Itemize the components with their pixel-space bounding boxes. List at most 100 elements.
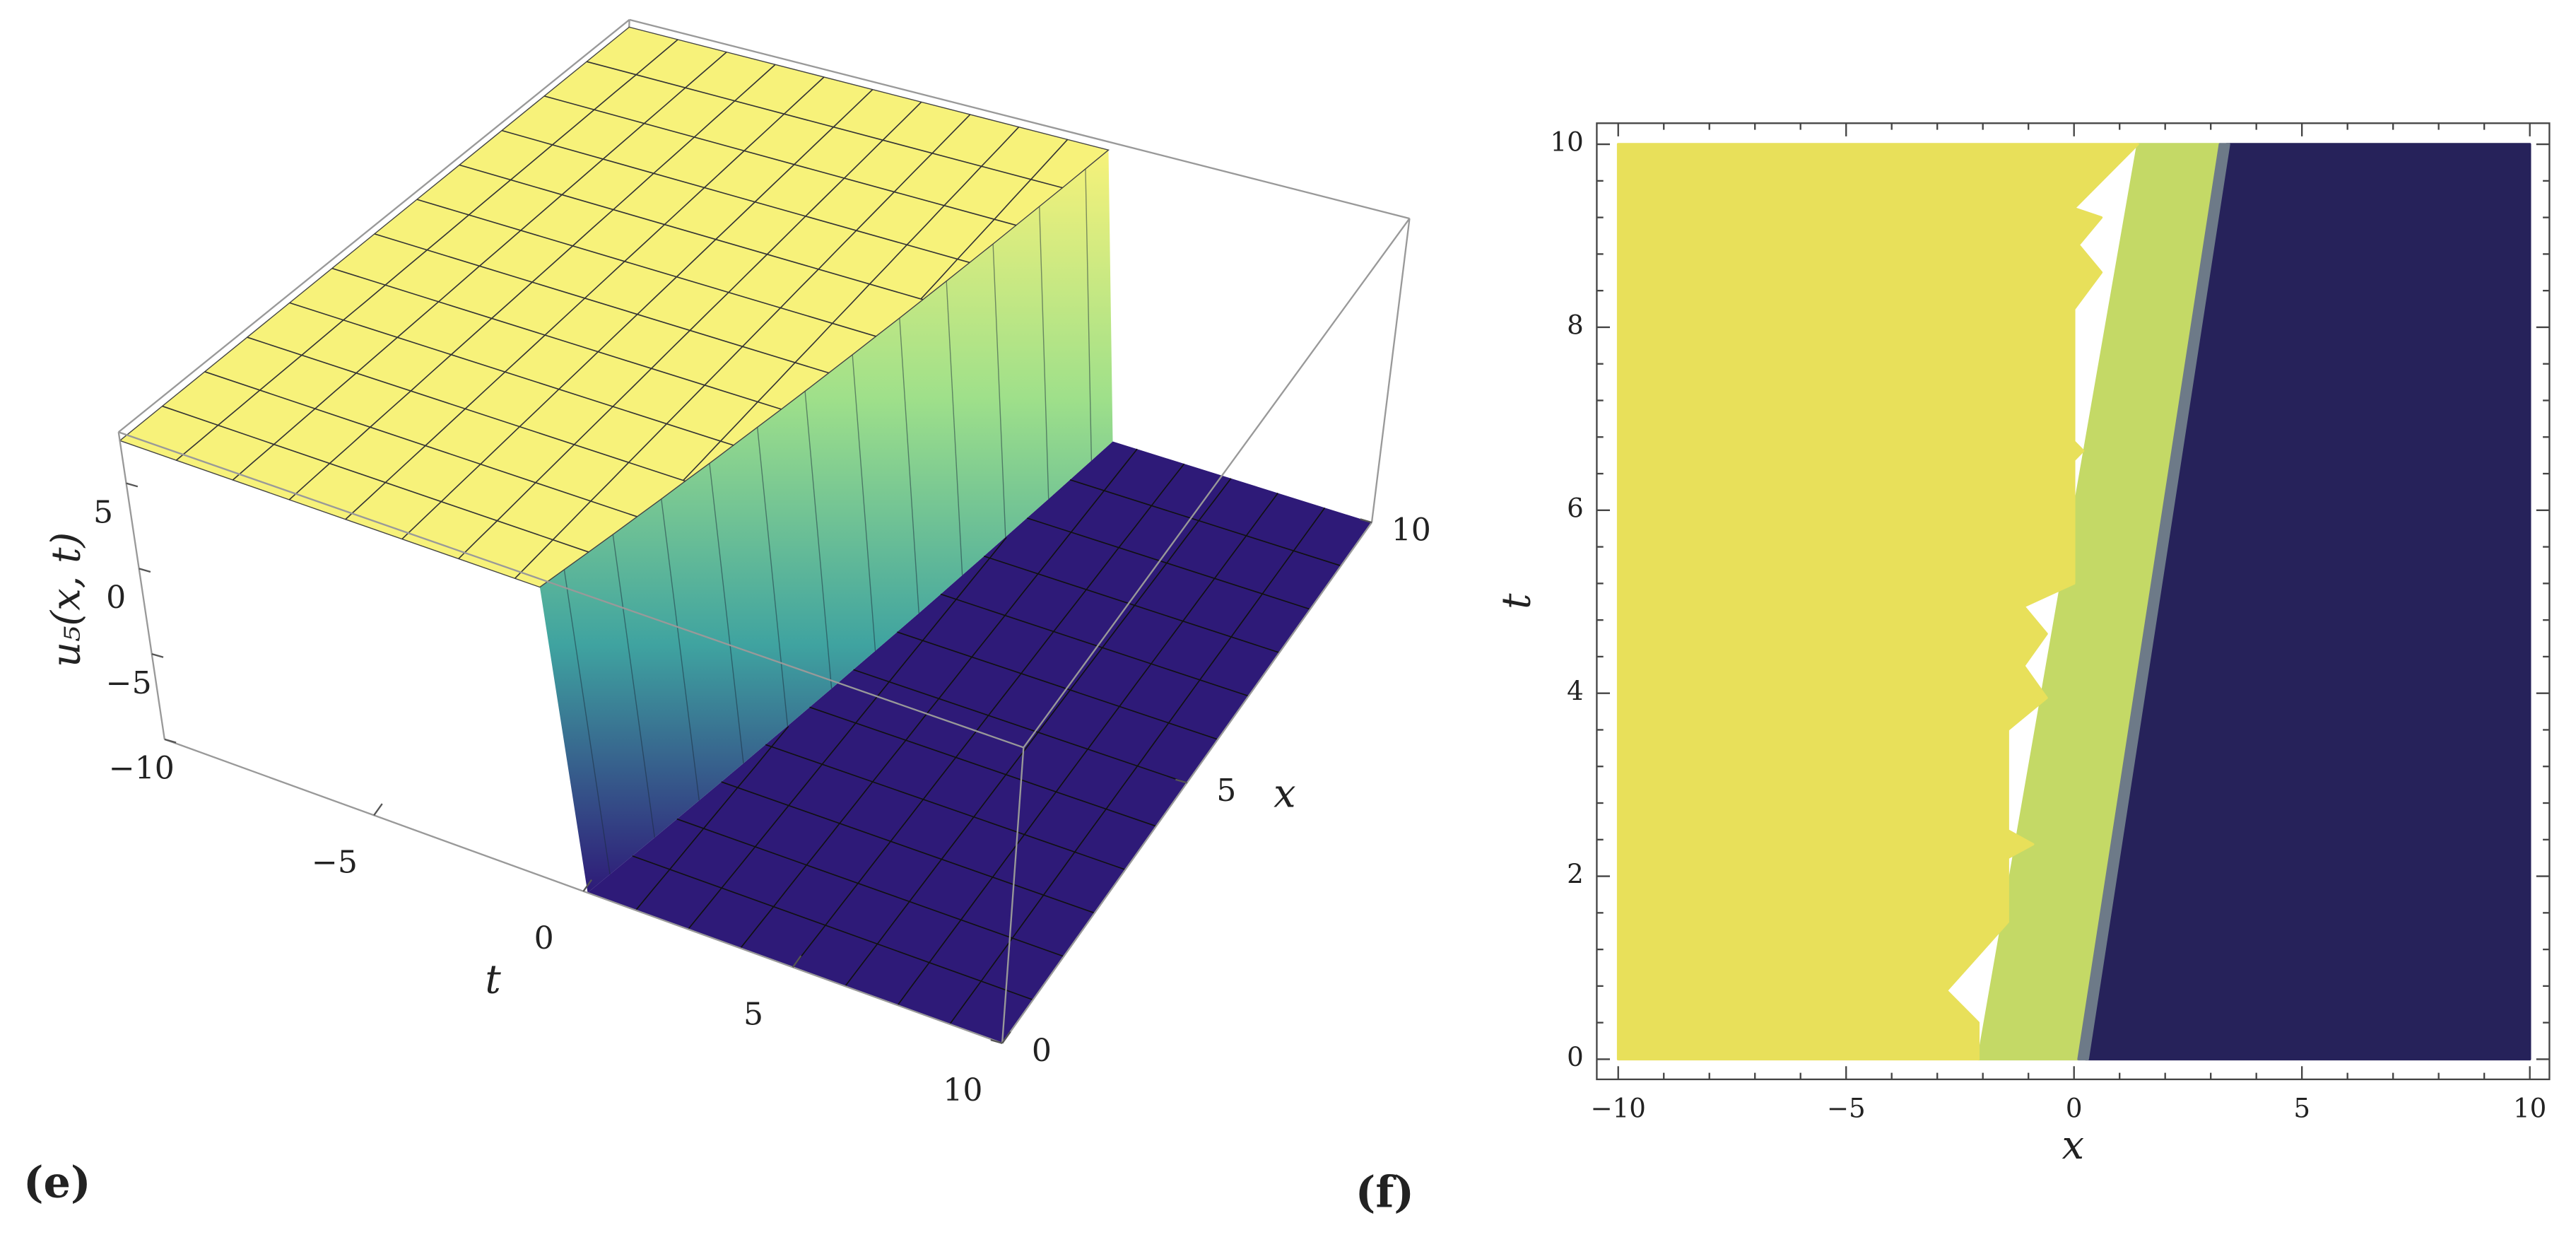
x-tick-label: −5 [1827,1093,1866,1124]
mesh-line [374,233,829,374]
wall-streak [946,281,963,575]
mesh-line [175,39,678,461]
x-tick-label: 5 [1216,773,1236,809]
mesh-line [683,127,1020,481]
mesh-line [204,371,637,517]
box-edge [1023,218,1411,749]
mesh-line [635,725,789,911]
t-tick-label: 5 [743,997,763,1033]
mesh-line [920,139,1069,300]
mesh-line [1069,479,1341,567]
mesh-line [345,76,825,520]
y-tick-label: 6 [1567,492,1584,523]
mesh-line [288,64,776,500]
box-edge [118,18,630,433]
wall-streak [804,391,833,689]
mesh-line [940,593,1249,697]
mesh-line [897,631,1218,740]
x-tick [1360,518,1372,524]
mesh-line [688,537,1007,930]
z-tick [164,738,177,744]
t-tick [582,879,593,892]
t-tick [373,803,383,816]
mesh-line [232,52,727,481]
mesh-line [586,61,1063,189]
step-wall [539,150,1113,893]
t-axis-label: t [485,956,501,1002]
mesh-line [289,302,734,446]
mesh-line [740,448,1138,949]
wall-streak [709,463,744,763]
mesh-line [845,478,1232,987]
panel-label: (f) [1355,1167,1414,1217]
z-tick [126,482,139,488]
mesh-line [543,95,1017,226]
x-tick-label: 0 [2066,1093,2083,1124]
mesh-line [809,706,1157,827]
x-tick [990,1039,1003,1044]
box-edge [629,18,1410,220]
z-tick-label: −10 [109,750,175,786]
wall-streak [563,569,611,875]
y-tick-label: 4 [1567,675,1584,706]
y-tick-label: 8 [1567,309,1584,340]
contour-region [1616,143,2139,1061]
wall-streak [992,244,1006,537]
mesh-line [984,556,1280,654]
t-tick-label: −5 [312,845,358,881]
contour-plot: −10 −5 0 5 10 0 2 4 6 8 10 x t [1494,122,2551,1168]
z-axis-label: u₅(x, t) [44,532,90,667]
contour-region [2077,143,2230,1061]
mesh-line [459,164,924,300]
x-tick-label: −10 [1591,1093,1646,1124]
mesh-line [501,129,970,264]
wall-streak [1039,206,1049,499]
x-tick-label: 10 [1392,512,1431,549]
mesh-line [721,781,1095,914]
mesh-line [247,336,686,482]
x-tick [1175,778,1187,784]
x-tick-label: 5 [2293,1093,2310,1124]
t-tick [1001,1031,1011,1044]
t-tick-label: 10 [943,1072,982,1108]
mesh-line [632,855,1033,1001]
z-tick [151,652,164,658]
z-tick-label: 5 [93,494,113,530]
mesh-line [1027,517,1311,610]
x-tick-label: 0 [1032,1033,1052,1069]
mesh-line [162,405,589,553]
panel-label: (e) [23,1157,91,1207]
wall-streak [661,498,700,801]
mesh-line [676,818,1064,957]
mesh-line [897,492,1278,1006]
y-tick-label: 2 [1567,858,1584,889]
wall-streak [756,427,789,727]
t-tick-label: 0 [534,920,554,956]
z-tick-label: −5 [106,665,152,701]
mesh-line [514,114,971,579]
box-edge [118,431,1024,749]
low-plane [587,441,1372,1043]
mesh-line [458,101,922,559]
wall-streak [899,317,919,614]
x-tick-label: 10 [2513,1093,2546,1124]
mesh-line [331,267,782,410]
wall-streak [612,534,656,838]
z-tick-label: 0 [106,580,126,616]
mesh-line [853,669,1187,784]
mesh-line [949,507,1326,1025]
box-edge [1370,218,1411,523]
t-tick [792,955,802,968]
z-tick [139,568,151,573]
surface-plot: −10 −5 0 5 −5 0 5 10 0 5 10 t x u₅(x, t) [44,18,1431,1108]
wall-streak [1085,168,1093,461]
y-tick-label: 0 [1567,1041,1584,1072]
y-axis-label: t [1494,593,1540,609]
y-tick-label: 10 [1551,127,1584,158]
box-edge [1001,747,1025,1043]
mesh-line [792,463,1185,968]
mesh-line [401,89,874,540]
wall-streak [852,354,876,651]
plot-frame [1596,122,2551,1081]
